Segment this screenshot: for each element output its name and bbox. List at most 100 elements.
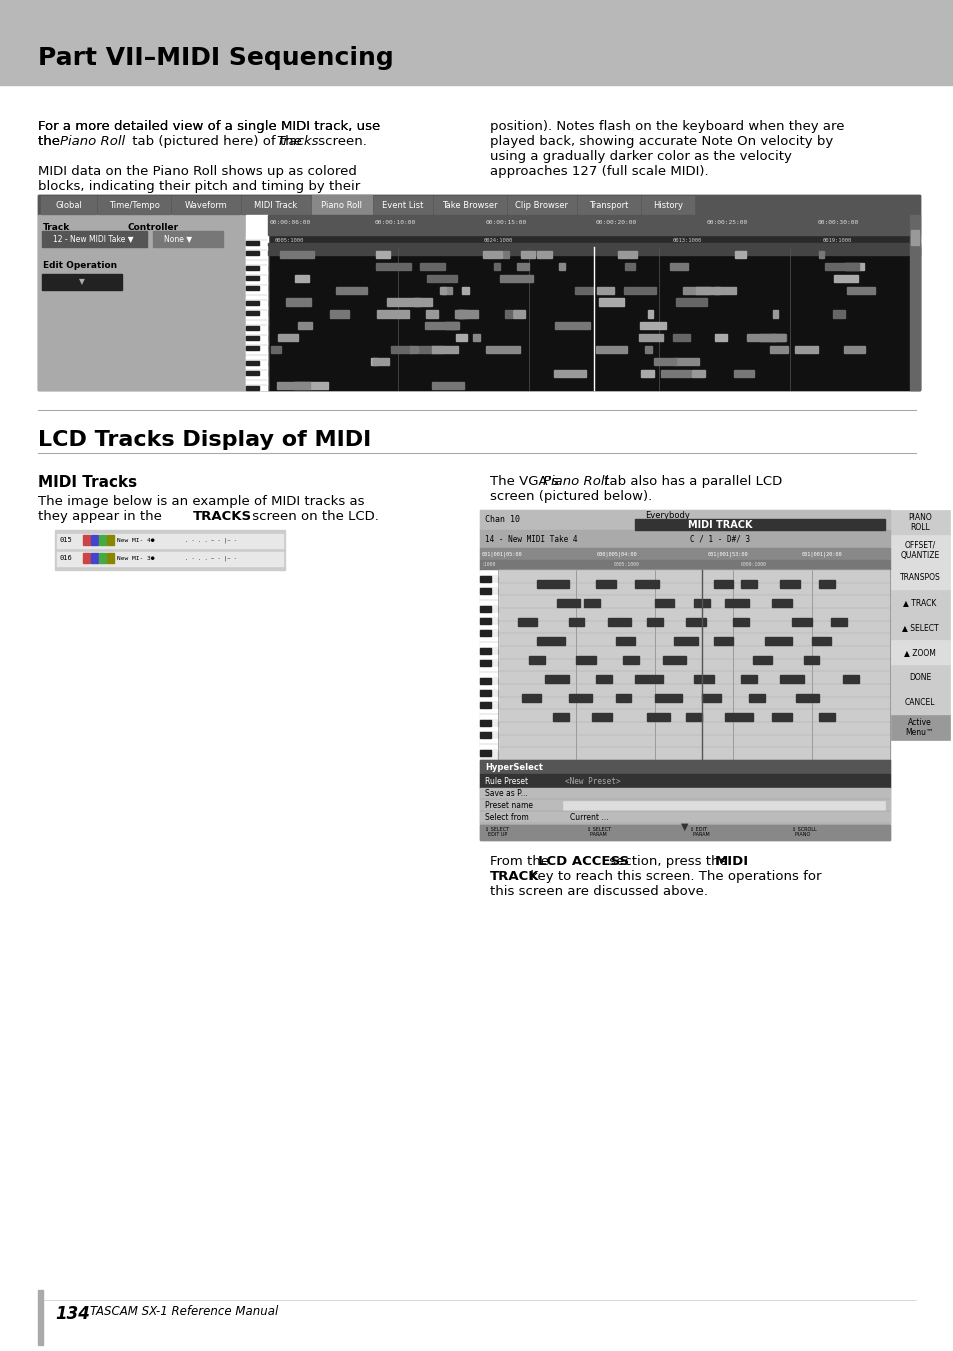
Text: Piano Roll: Piano Roll xyxy=(60,135,125,149)
Bar xyxy=(574,286,592,293)
Bar xyxy=(57,534,283,549)
Bar xyxy=(693,674,713,684)
Bar xyxy=(387,299,420,305)
Bar xyxy=(889,665,949,690)
Bar xyxy=(461,286,469,293)
Bar xyxy=(479,761,889,840)
Bar xyxy=(41,196,96,213)
Bar xyxy=(479,750,490,757)
Bar xyxy=(294,274,309,282)
Bar xyxy=(99,535,106,544)
Bar xyxy=(479,800,889,811)
Bar xyxy=(479,636,497,642)
Bar xyxy=(713,636,733,646)
Bar xyxy=(819,712,834,721)
Text: 0009:1000: 0009:1000 xyxy=(740,562,765,567)
Bar xyxy=(889,640,949,665)
Bar xyxy=(842,674,858,684)
Text: 00:00:06:00: 00:00:06:00 xyxy=(270,220,311,226)
Bar xyxy=(276,382,310,389)
Text: LCD Tracks Display of MIDI: LCD Tracks Display of MIDI xyxy=(38,430,371,450)
Bar xyxy=(246,250,259,255)
Text: 001|001|20:00: 001|001|20:00 xyxy=(801,551,841,557)
Text: CANCEL: CANCEL xyxy=(903,698,934,707)
Bar xyxy=(107,535,113,544)
Text: ▼: ▼ xyxy=(79,277,85,286)
Bar xyxy=(674,636,698,646)
Bar xyxy=(662,655,685,665)
Bar xyxy=(457,311,467,317)
Bar xyxy=(280,251,314,258)
Bar xyxy=(99,553,106,563)
Bar xyxy=(38,195,919,390)
Text: TRACK: TRACK xyxy=(490,870,539,884)
Text: TRANSPOS: TRANSPOS xyxy=(899,573,940,582)
Text: History: History xyxy=(652,200,682,209)
Bar xyxy=(846,286,874,293)
Bar xyxy=(537,251,552,258)
Text: Current ...: Current ... xyxy=(569,812,608,821)
Bar xyxy=(830,617,846,627)
Bar xyxy=(42,231,147,247)
Bar xyxy=(479,673,497,678)
Bar xyxy=(639,323,665,330)
Bar xyxy=(298,323,312,330)
Bar xyxy=(583,598,599,608)
Text: Piano Roll: Piano Roll xyxy=(542,476,607,488)
Bar xyxy=(770,346,787,353)
Bar xyxy=(444,323,457,330)
Text: <New Preset>: <New Preset> xyxy=(564,777,619,785)
Bar xyxy=(479,744,497,750)
Bar xyxy=(246,300,259,305)
Bar xyxy=(811,636,830,646)
Bar xyxy=(734,370,754,377)
Bar xyxy=(562,801,884,811)
Text: New MI- 3●: New MI- 3● xyxy=(117,555,162,561)
Bar xyxy=(242,196,310,213)
Bar xyxy=(615,636,635,646)
Text: . - . . ~ - |~ -: . - . . ~ - |~ - xyxy=(185,538,236,543)
Bar xyxy=(537,580,568,589)
Bar xyxy=(439,286,445,293)
Text: Part VII–MIDI Sequencing: Part VII–MIDI Sequencing xyxy=(38,46,394,70)
Bar xyxy=(544,674,568,684)
Bar xyxy=(791,617,811,627)
Bar xyxy=(479,631,490,636)
Bar xyxy=(479,812,889,823)
Text: 0013:1000: 0013:1000 xyxy=(672,239,700,243)
Text: 12 - New MIDI Take ▼: 12 - New MIDI Take ▼ xyxy=(52,235,133,243)
Bar xyxy=(246,246,267,250)
Text: 134: 134 xyxy=(55,1305,90,1323)
Bar xyxy=(479,761,889,774)
Bar xyxy=(803,655,819,665)
Bar xyxy=(701,693,720,703)
Bar xyxy=(246,385,259,390)
Bar xyxy=(596,674,611,684)
Bar xyxy=(479,570,497,761)
Bar xyxy=(391,346,412,353)
Text: TRACKS: TRACKS xyxy=(193,509,252,523)
Bar xyxy=(246,355,267,359)
Bar xyxy=(414,299,431,305)
Text: The image below is an example of MIDI tracks as: The image below is an example of MIDI tr… xyxy=(38,494,364,508)
Bar xyxy=(268,215,919,235)
Bar xyxy=(772,311,778,317)
Text: 14 - New MIDI Take 4: 14 - New MIDI Take 4 xyxy=(484,535,577,543)
Text: Take Browser: Take Browser xyxy=(442,200,497,209)
Text: For a more detailed view of a single MIDI track, use
the: For a more detailed view of a single MID… xyxy=(38,120,380,149)
Bar xyxy=(618,251,636,258)
Bar xyxy=(479,703,490,708)
Bar xyxy=(479,685,497,690)
Bar xyxy=(597,286,613,293)
Bar xyxy=(646,712,670,721)
Bar xyxy=(507,196,576,213)
Text: played back, showing accurate Note On velocity by: played back, showing accurate Note On ve… xyxy=(490,135,832,149)
Text: TASCAM SX-1 Reference Manual: TASCAM SX-1 Reference Manual xyxy=(90,1305,278,1319)
Bar xyxy=(246,351,267,355)
Text: 016: 016 xyxy=(60,555,72,561)
Text: ↕ SELECT
  EDIT UP: ↕ SELECT EDIT UP xyxy=(484,827,509,838)
Bar xyxy=(674,358,698,365)
Bar xyxy=(673,334,689,342)
Bar xyxy=(639,334,662,342)
Bar xyxy=(246,366,267,370)
